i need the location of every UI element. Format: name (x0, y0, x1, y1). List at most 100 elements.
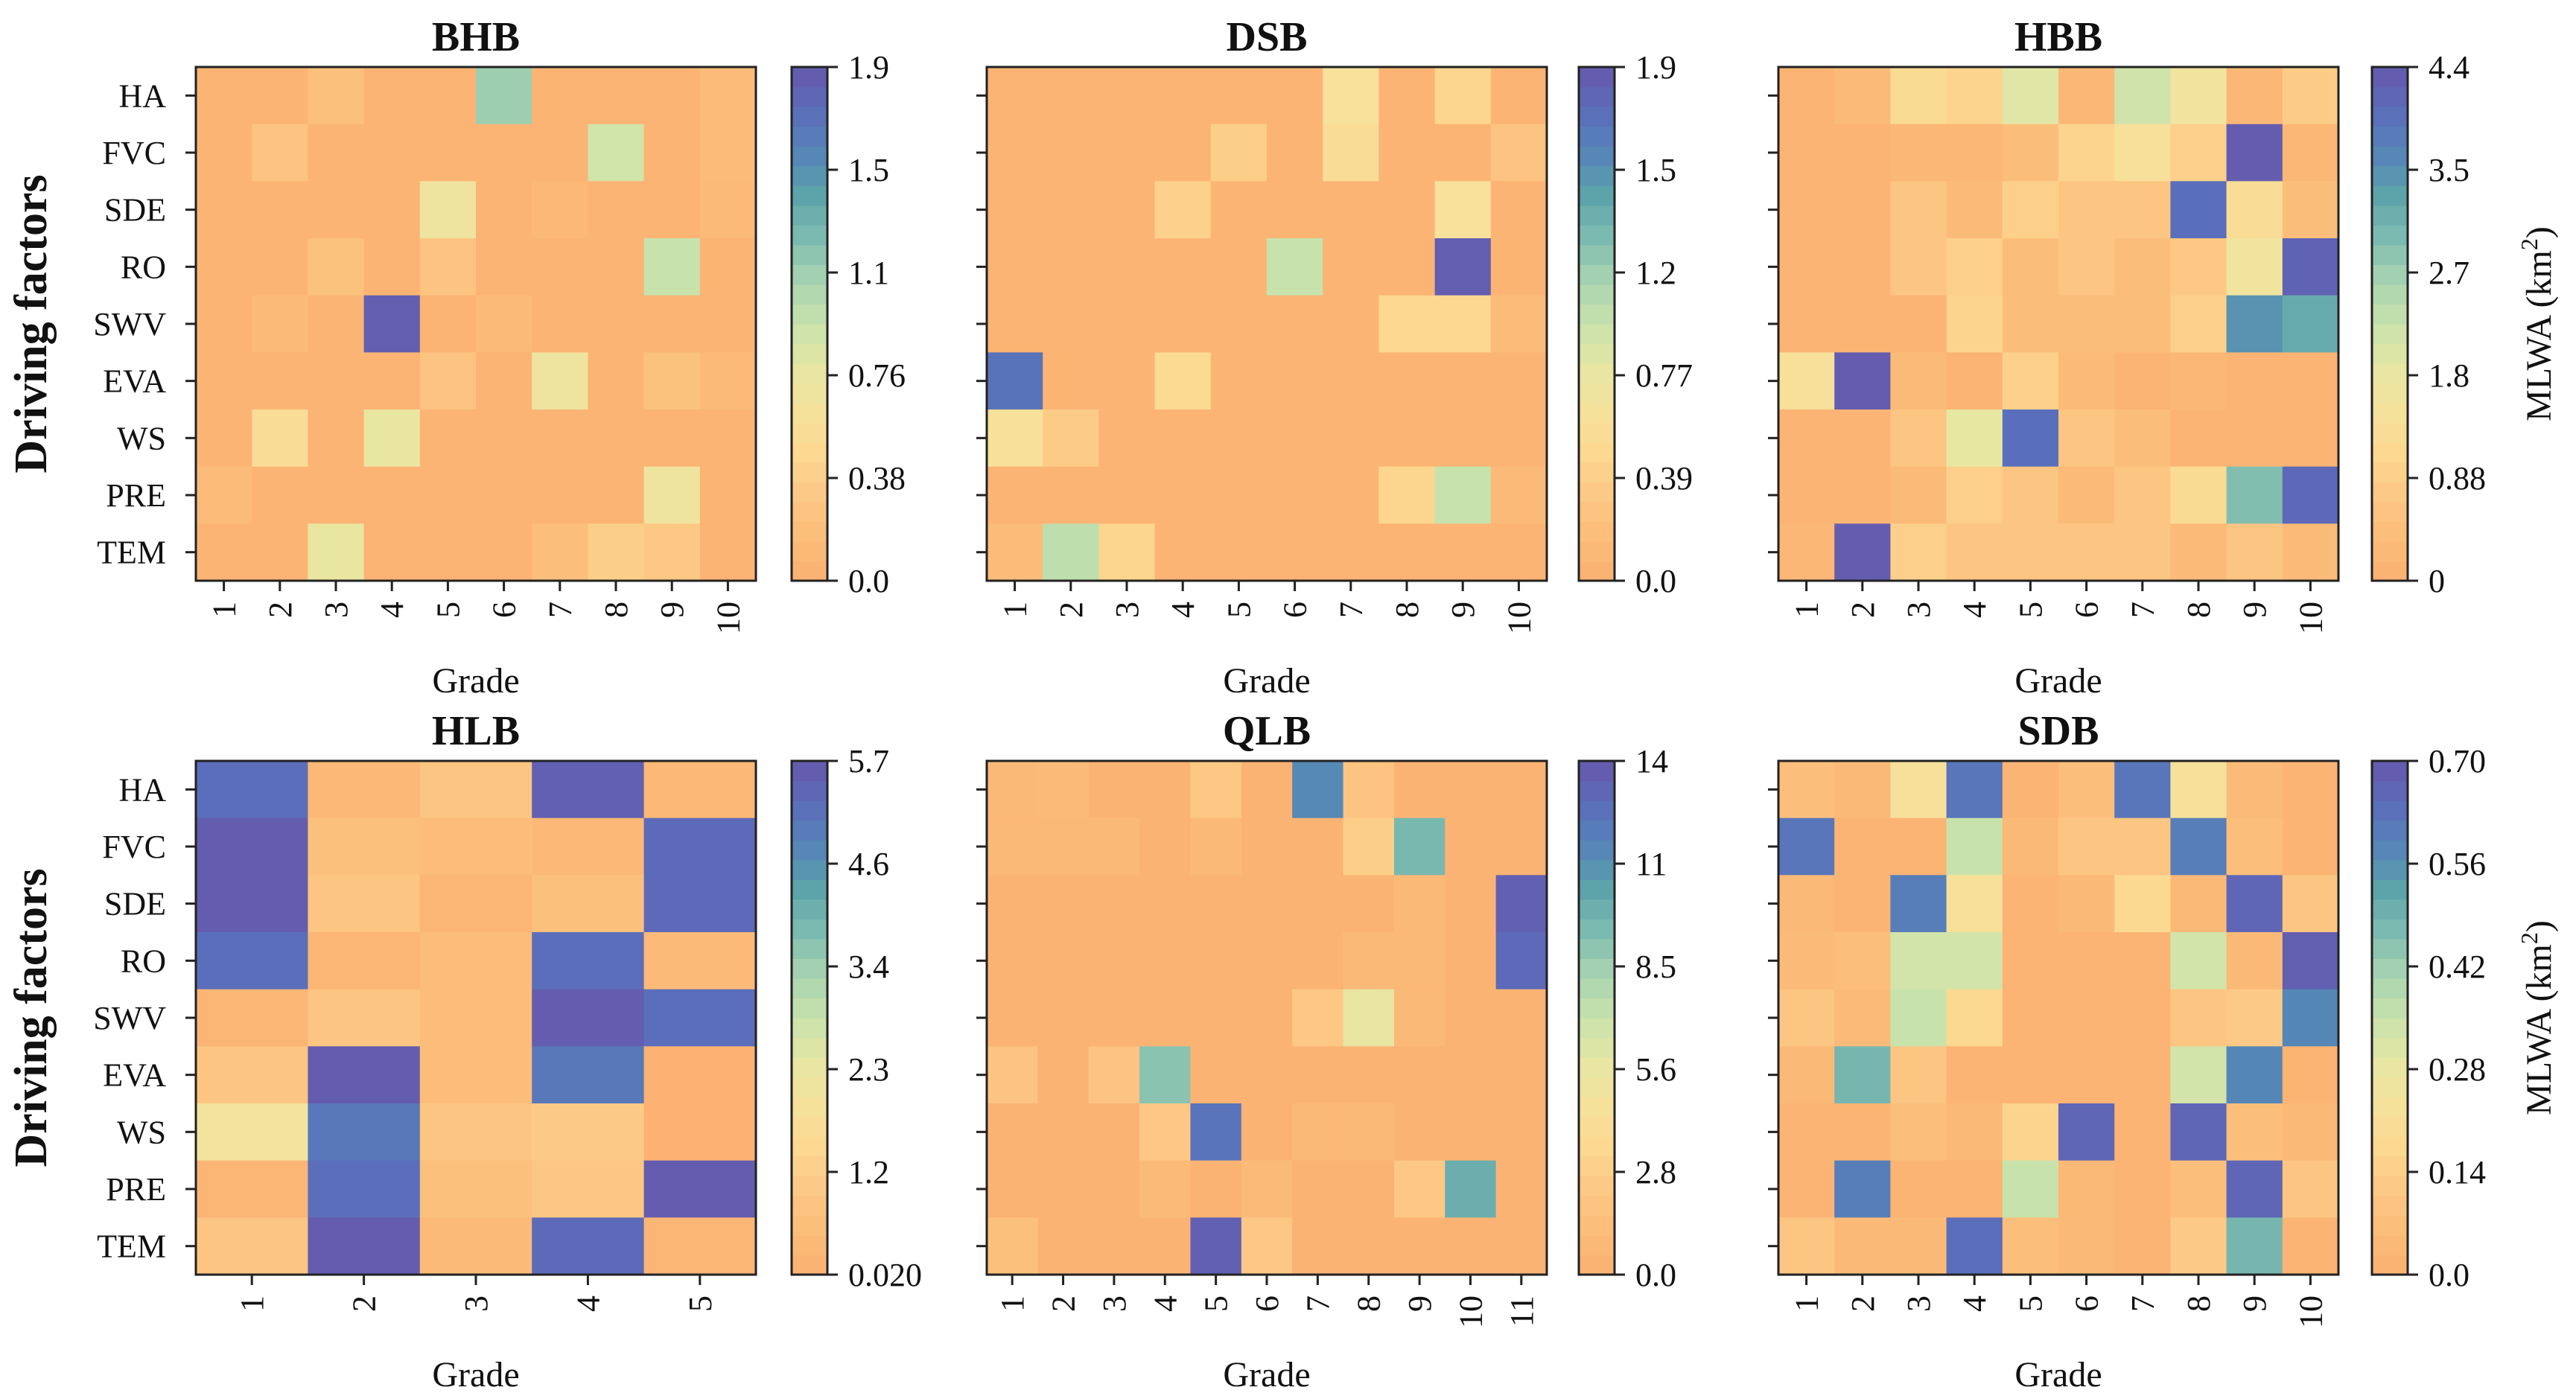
heatmap-cell (2002, 817, 2059, 876)
colorbar-tick-label: 0.14 (2429, 1154, 2486, 1191)
x-tick-label: 8 (1351, 1295, 1387, 1312)
colorbar-segment (2372, 998, 2408, 1019)
heatmap-cell (1834, 67, 1891, 125)
x-tick-label: 1 (1789, 1295, 1825, 1312)
heatmap-cell (1154, 352, 1212, 410)
x-tick-label: 4 (1956, 602, 1993, 618)
colorbar-tick-label: 0.88 (2429, 460, 2486, 497)
heatmap-cell (643, 238, 701, 296)
x-tick-label: 6 (2069, 1295, 2105, 1312)
heatmap-cell (2058, 466, 2115, 524)
x-tick-label: 6 (2069, 602, 2105, 618)
colorbar-segment (2372, 403, 2408, 424)
heatmap-cell (2170, 1217, 2227, 1275)
heatmap-cell (987, 1103, 1038, 1161)
colorbar-title-sup: 2 (2516, 238, 2542, 250)
heatmap-cell (1946, 181, 2003, 239)
colorbar-segment (1579, 1037, 1615, 1058)
heatmap-cell (1241, 1103, 1293, 1161)
y-tick-label: WS (117, 420, 166, 456)
heatmap-cell (2114, 875, 2171, 933)
heatmap-cell (1890, 181, 1947, 239)
x-tick-label: 10 (2292, 1295, 2329, 1328)
heatmap-cell (1241, 989, 1293, 1047)
x-tick-label: 7 (542, 602, 579, 618)
heatmap-cell (532, 932, 645, 990)
colorbar-tick-label: 3.4 (848, 949, 889, 985)
colorbar-segment (1579, 978, 1615, 999)
x-tick-label: 9 (654, 602, 690, 618)
heatmap-cell (987, 761, 1038, 819)
heatmap-cell (1088, 1217, 1140, 1275)
colorbar-segment (2372, 304, 2408, 325)
colorbar-segment (1579, 761, 1615, 782)
colorbar-segment (2372, 1156, 2408, 1176)
heatmap-cell (2226, 409, 2283, 468)
heatmap-cell (196, 352, 252, 410)
colorbar-tick-label: 0.76 (848, 357, 906, 394)
colorbar-segment (2372, 482, 2408, 503)
heatmap-cell (1495, 875, 1548, 933)
heatmap-cell (196, 409, 252, 468)
x-tick-label: 8 (598, 602, 635, 618)
heatmap-cell (699, 523, 757, 581)
heatmap-cell (419, 238, 477, 296)
colorbar-segment (792, 1234, 827, 1256)
heatmap-cell (363, 409, 421, 468)
heatmap-cell (363, 523, 421, 581)
heatmap-cell (1267, 523, 1323, 581)
colorbar-tick-label: 0.28 (2429, 1051, 2486, 1088)
colorbar-segment (1579, 225, 1615, 246)
heatmap-cell (1378, 295, 1436, 353)
colorbar-segment (1579, 1215, 1615, 1236)
colorbar-segment (792, 1215, 827, 1236)
colorbar-segment (2372, 761, 2408, 782)
colorbar-segment (2372, 165, 2408, 186)
heatmap-cell (2282, 523, 2339, 581)
heatmap-cell (2170, 875, 2227, 933)
x-tick-label: 11 (1504, 1295, 1540, 1327)
heatmap-cell (1890, 932, 1947, 990)
heatmap-cell (1037, 989, 1090, 1047)
heatmap-cell (2114, 817, 2171, 876)
heatmap-cell (1037, 817, 1090, 876)
heatmap-cell (1445, 817, 1497, 876)
heatmap-cell (987, 352, 1043, 410)
heatmap-cell (419, 124, 477, 182)
colorbar-tick-label: 1.1 (848, 255, 889, 291)
heatmap-cell (2058, 1217, 2115, 1275)
heatmap-cell (2002, 67, 2059, 125)
colorbar-frame (790, 66, 829, 582)
heatmap-cell (1445, 875, 1497, 933)
colorbar-segment (2372, 1195, 2408, 1216)
panel-title: QLB (1223, 708, 1311, 754)
colorbar-segment (2372, 1255, 2408, 1275)
heatmap-cell (308, 817, 421, 876)
colorbar-segment (1579, 820, 1615, 841)
colorbar-segment (1579, 442, 1615, 463)
heatmap-cell (2282, 989, 2339, 1047)
colorbar-segment (792, 185, 827, 206)
colorbar-segment (2372, 978, 2408, 999)
colorbar-segment (1579, 521, 1615, 542)
heatmap-cell (308, 1103, 421, 1161)
heatmap-cell (1890, 409, 1947, 468)
heatmap-cell (1267, 124, 1323, 182)
colorbar-frame (2370, 66, 2409, 582)
heatmap-cell (1154, 409, 1212, 468)
heatmap-cell (2282, 124, 2339, 182)
heatmap-cell (419, 1046, 532, 1104)
colorbar-segment (792, 67, 827, 88)
heatmap-cell (987, 295, 1043, 353)
y-tick-label: HA (118, 77, 166, 114)
heatmap-cell (1393, 875, 1446, 933)
heatmap-cell (1445, 989, 1497, 1047)
heatmap-cell (419, 1103, 532, 1161)
heatmap-cell (1154, 523, 1212, 581)
heatmap-cell (1190, 1160, 1242, 1218)
heatmap-cell (1434, 466, 1492, 524)
colorbar-segment (1579, 1018, 1615, 1039)
heatmap-cell (699, 181, 757, 239)
heatmap-cell (1445, 1217, 1497, 1275)
colorbar-segment (2372, 780, 2408, 801)
